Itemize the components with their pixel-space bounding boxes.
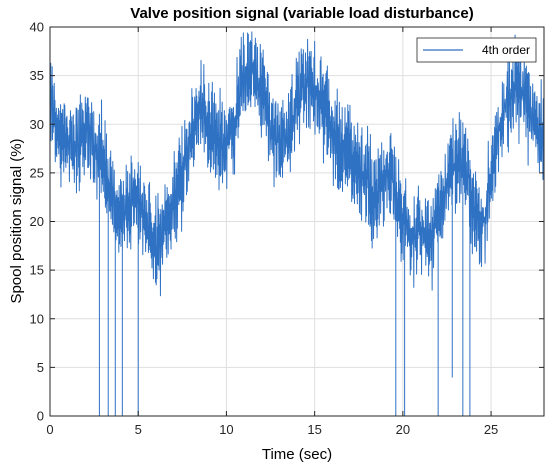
- y-tick-label: 0: [37, 409, 44, 424]
- x-axis-label: Time (sec): [262, 446, 332, 463]
- y-tick-label: 40: [30, 20, 44, 35]
- y-tick-label: 30: [30, 117, 44, 132]
- x-tick-label: 5: [135, 422, 142, 437]
- legend-label: 4th order: [482, 43, 530, 57]
- x-tick-label: 20: [396, 422, 410, 437]
- y-axis-label: Spool position signal (%): [8, 138, 25, 303]
- x-tick-label: 25: [484, 422, 498, 437]
- y-tick-label: 10: [30, 311, 44, 326]
- x-tick-label: 15: [307, 422, 321, 437]
- chart-title: Valve position signal (variable load dis…: [130, 5, 473, 22]
- legend: 4th order: [416, 37, 537, 63]
- y-tick-label: 15: [30, 263, 44, 278]
- y-tick-label: 25: [30, 165, 44, 180]
- series-line-4th-order: [49, 31, 545, 417]
- x-tick-label: 0: [46, 422, 53, 437]
- ticks: 0 5 10 15 20 25 0 5 10 15 20 25 30 35 40: [30, 20, 544, 437]
- x-tick-label: 10: [219, 422, 233, 437]
- series-layer: [49, 31, 545, 417]
- y-tick-label: 20: [30, 214, 44, 229]
- y-tick-label: 5: [37, 360, 44, 375]
- y-tick-label: 35: [30, 68, 44, 83]
